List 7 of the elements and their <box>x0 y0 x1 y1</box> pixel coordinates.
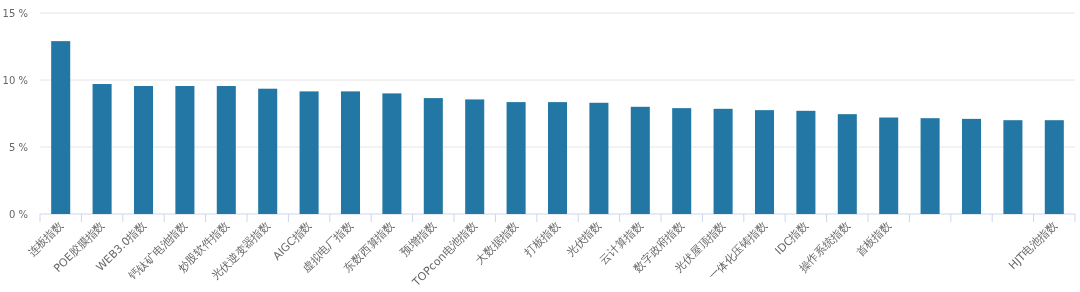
y-tick-label: 10 % <box>2 75 28 86</box>
y-tick-label: 0 % <box>8 209 28 220</box>
x-tick-label: HJT电池指数 <box>1006 218 1060 273</box>
x-tick-label: 打板指数 <box>521 218 563 260</box>
y-tick-label: 5 % <box>8 142 28 153</box>
x-tick-label: 首板指数 <box>853 218 894 260</box>
y-tick-label: 15 % <box>2 8 28 19</box>
